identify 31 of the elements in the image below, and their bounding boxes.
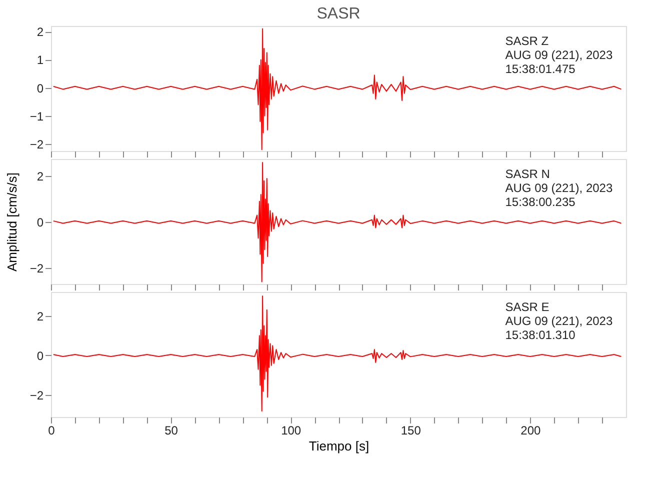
y-tick-label: 0 <box>36 348 44 363</box>
y-tick-label: 0 <box>36 216 44 230</box>
y-tick-label: 0 <box>36 81 44 96</box>
y-tick-label: −1 <box>30 109 44 124</box>
y-tick-label: 2 <box>36 309 44 324</box>
line-series <box>52 295 622 412</box>
annotation: 15:38:00.235 <box>505 195 576 209</box>
annotation: 15:38:01.310 <box>505 328 576 342</box>
annotation: AUG 09 (221), 2023 <box>505 48 613 62</box>
y-tick-label: −2 <box>30 137 44 152</box>
annotation: SASR E <box>505 300 550 314</box>
x-tick-label: 200 <box>520 424 541 438</box>
x-tick-label: 50 <box>164 424 178 438</box>
y-tick-label: 1 <box>36 53 44 68</box>
x-tick-label: 0 <box>48 424 56 438</box>
x-tick-label: 150 <box>400 424 422 438</box>
y-tick-label: −2 <box>30 261 44 276</box>
y-tick-label: −2 <box>30 388 44 403</box>
annotation: 15:38:01.475 <box>505 62 576 76</box>
annotation: SASR Z <box>505 34 549 48</box>
annotation: AUG 09 (221), 2023 <box>505 314 613 328</box>
y-tick-label: 2 <box>36 25 44 40</box>
annotation: SASR N <box>505 167 550 181</box>
y-axis-title: Amplitud [cm/s/s] <box>4 172 20 272</box>
x-axis-title: Tiempo [s] <box>308 438 370 454</box>
line-series <box>52 162 622 282</box>
annotation: AUG 09 (221), 2023 <box>505 181 613 195</box>
y-tick-label: 2 <box>36 170 44 184</box>
x-tick-label: 100 <box>281 424 302 438</box>
chart-title: SASR <box>316 6 360 23</box>
line-series <box>52 28 622 150</box>
